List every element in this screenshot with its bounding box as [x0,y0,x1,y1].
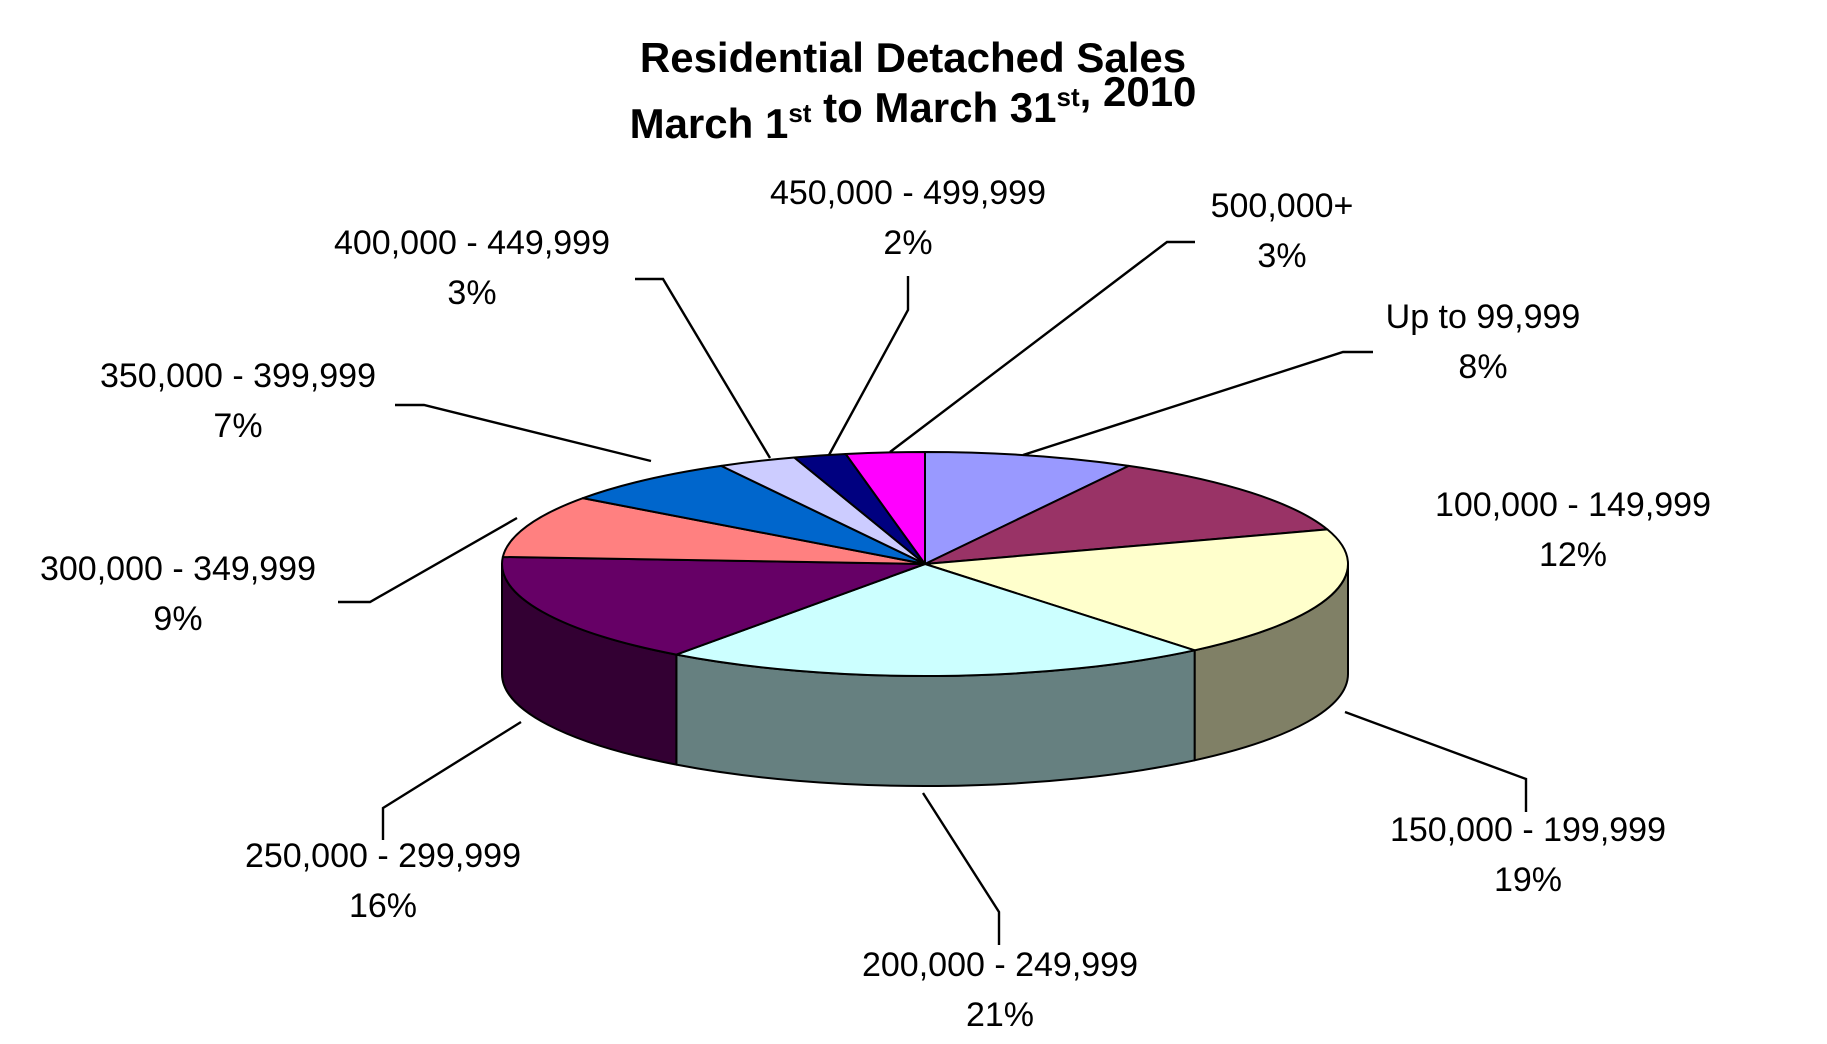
pie-slice-5 [501,497,926,565]
leader-line-8 [827,276,910,456]
data-label-category-7: 400,000 - 449,999 [334,224,610,262]
data-label-percent-0: 8% [1458,348,1507,386]
pie-slice-4 [501,555,926,656]
data-label-category-3: 200,000 - 249,999 [862,946,1138,984]
data-label-percent-7: 3% [447,274,496,312]
pie-slice-1 [924,464,1329,565]
data-label-category-1: 100,000 - 149,999 [1435,486,1711,524]
leader-line-2 [1344,710,1528,812]
data-label-category-8: 450,000 - 499,999 [770,174,1046,212]
pie-slice-6 [581,464,926,565]
pie-tops [501,451,1349,677]
data-label-category-4: 250,000 - 299,999 [245,837,521,875]
data-label-percent-1: 12% [1539,536,1607,574]
data-label-percent-6: 7% [213,407,262,445]
data-label-category-5: 300,000 - 349,999 [40,550,316,588]
data-label-percent-3: 21% [966,996,1034,1034]
data-label-category-0: Up to 99,999 [1386,298,1581,336]
pie-slice-2 [924,528,1349,652]
data-label-category-2: 150,000 - 199,999 [1390,811,1666,849]
chart-title-line-2: March 1st to March 31st, 2010 [630,68,1197,147]
pie-slice-0 [924,451,1130,565]
leader-line-7 [635,277,772,459]
chart-title-line-1: Residential Detached Sales [640,34,1186,81]
data-label-category-9: 500,000+ [1211,187,1354,225]
data-label-percent-2: 19% [1494,861,1562,899]
data-labels: Up to 99,999 8% 100,000 - 149,999 12% 150,00… [40,174,1711,1034]
leader-line-9 [889,240,1195,453]
pie-sides [501,563,1349,787]
data-label-percent-9: 3% [1257,237,1306,275]
data-label-percent-8: 2% [883,224,932,262]
data-label-percent-5: 9% [153,600,202,638]
data-label-category-6: 350,000 - 399,999 [100,357,376,395]
leader-line-5 [338,516,518,604]
leader-line-4 [381,720,522,840]
leader-line-6 [395,403,652,463]
leader-line-3 [921,792,1001,945]
leader-lines [338,240,1528,945]
leader-line-0 [1022,350,1373,457]
pie-slice-9 [844,451,926,565]
data-label-percent-4: 16% [349,887,417,925]
pie-slice-3 [675,563,1196,677]
